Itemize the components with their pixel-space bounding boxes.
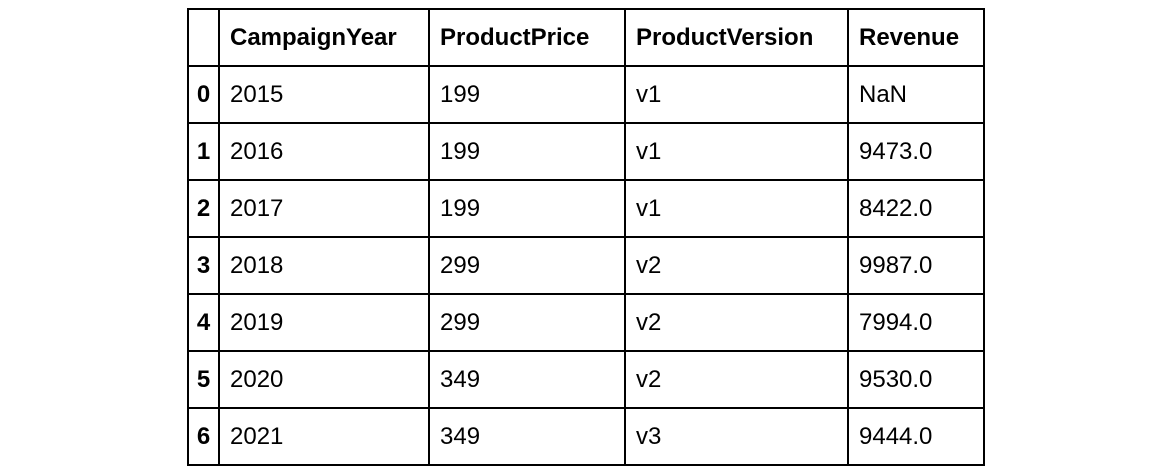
cell-productprice: 199 — [428, 122, 626, 181]
cell-productprice: 299 — [428, 236, 626, 295]
row-index: 4 — [187, 293, 220, 352]
cell-productversion: v3 — [624, 407, 849, 466]
table-row: 6 2021 349 v3 9444.0 — [187, 407, 985, 466]
cell-productversion: v2 — [624, 293, 849, 352]
cell-productversion: v1 — [624, 122, 849, 181]
cell-revenue: 9530.0 — [847, 350, 985, 409]
cell-productprice: 349 — [428, 407, 626, 466]
cell-productversion: v1 — [624, 179, 849, 238]
cell-revenue: 9987.0 — [847, 236, 985, 295]
index-column-header — [187, 8, 220, 67]
row-index: 3 — [187, 236, 220, 295]
cell-campaignyear: 2018 — [218, 236, 430, 295]
dataframe-table: CampaignYear ProductPrice ProductVersion… — [187, 8, 985, 466]
table-row: 1 2016 199 v1 9473.0 — [187, 122, 985, 181]
cell-productversion: v1 — [624, 65, 849, 124]
cell-revenue: NaN — [847, 65, 985, 124]
cell-productprice: 299 — [428, 293, 626, 352]
cell-productversion: v2 — [624, 236, 849, 295]
cell-campaignyear: 2015 — [218, 65, 430, 124]
table-row: 0 2015 199 v1 NaN — [187, 65, 985, 124]
cell-productprice: 199 — [428, 65, 626, 124]
row-index: 6 — [187, 407, 220, 466]
table-row: 3 2018 299 v2 9987.0 — [187, 236, 985, 295]
cell-campaignyear: 2019 — [218, 293, 430, 352]
table-row: 2 2017 199 v1 8422.0 — [187, 179, 985, 238]
cell-productversion: v2 — [624, 350, 849, 409]
table-row: 5 2020 349 v2 9530.0 — [187, 350, 985, 409]
column-header-productversion: ProductVersion — [624, 8, 849, 67]
cell-revenue: 9444.0 — [847, 407, 985, 466]
cell-campaignyear: 2016 — [218, 122, 430, 181]
cell-campaignyear: 2020 — [218, 350, 430, 409]
table-row: 4 2019 299 v2 7994.0 — [187, 293, 985, 352]
cell-revenue: 7994.0 — [847, 293, 985, 352]
row-index: 2 — [187, 179, 220, 238]
cell-campaignyear: 2021 — [218, 407, 430, 466]
cell-revenue: 8422.0 — [847, 179, 985, 238]
row-index: 1 — [187, 122, 220, 181]
column-header-campaignyear: CampaignYear — [218, 8, 430, 67]
cell-productprice: 349 — [428, 350, 626, 409]
column-header-revenue: Revenue — [847, 8, 985, 67]
row-index: 0 — [187, 65, 220, 124]
header-row: CampaignYear ProductPrice ProductVersion… — [187, 8, 985, 67]
row-index: 5 — [187, 350, 220, 409]
cell-campaignyear: 2017 — [218, 179, 430, 238]
cell-productprice: 199 — [428, 179, 626, 238]
column-header-productprice: ProductPrice — [428, 8, 626, 67]
cell-revenue: 9473.0 — [847, 122, 985, 181]
